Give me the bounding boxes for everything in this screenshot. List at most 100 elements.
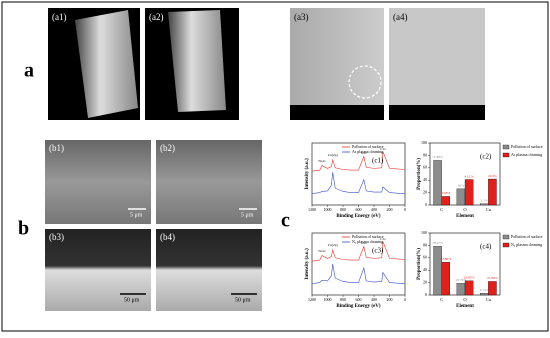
legend-swatch [502, 242, 510, 248]
sem-image [290, 8, 384, 120]
sem-image [389, 8, 485, 120]
x-tick-label: O [463, 207, 467, 212]
legend-label: Ar plasma cleaning [511, 152, 542, 157]
legend-swatch [502, 234, 510, 240]
panel-label: (a1) [52, 12, 67, 22]
peak-label: Cu(2p) [328, 243, 339, 247]
legend-label: N₂ plasma cleaning [511, 242, 542, 247]
x-tick-label: 600 [356, 207, 362, 212]
spectrum-line [311, 241, 406, 262]
y-tick-label: 40 [423, 267, 427, 272]
x-tick-label: 1200 [308, 297, 316, 302]
x-tick-label: C [440, 207, 443, 212]
x-tick-label: 1200 [308, 207, 316, 212]
panel-label: (a4) [393, 12, 408, 22]
y-tick-label: 100 [421, 140, 427, 145]
row-label: b [18, 218, 29, 240]
y-tick-label: 0 [425, 202, 427, 207]
legend-label: Pollution of surface [352, 234, 384, 239]
value-label: 13.8% [441, 191, 450, 195]
scale-label: 50 μm [124, 297, 140, 303]
scale-label: 50 μm [235, 297, 251, 303]
legend-label: Pollution of surface [511, 144, 543, 149]
x-tick-label: Cu [486, 297, 492, 302]
panel-label: (c3) [372, 247, 384, 255]
peak-label: Na1s [318, 249, 326, 253]
value-label: 52.86% [440, 257, 451, 261]
x-tick-label: 1000 [324, 207, 332, 212]
bar [433, 160, 442, 206]
value-label: 18.79% [456, 278, 467, 282]
panel-label: (c2) [480, 153, 492, 161]
value-label: 71.88% [432, 155, 443, 159]
bar [480, 293, 489, 296]
bar [441, 262, 450, 296]
value-label: 26% [458, 184, 465, 188]
y-tick-label: 80 [423, 152, 427, 157]
spectrum-line [311, 151, 406, 172]
panel-label: (b2) [160, 143, 175, 153]
x-tick-label: 0 [404, 297, 406, 302]
y-tick-label: 0 [425, 292, 427, 297]
sem-image [290, 105, 384, 120]
panel-label: (b1) [49, 143, 64, 153]
legend-label: Ar plasma cleaning [352, 149, 383, 154]
y-tick-label: 100 [421, 230, 427, 235]
bar [488, 281, 497, 296]
value-label: 41.9% [488, 174, 497, 178]
x-tick-label: 600 [356, 297, 362, 302]
highlight-circle [348, 65, 382, 99]
sem-image [156, 229, 262, 311]
legend-label: N₂ plasma cleaning [352, 239, 383, 244]
x-axis-label: Binding Energy (eV) [336, 304, 381, 309]
value-label: 2.1% [481, 198, 488, 202]
legend-label: Pollution of surface [511, 234, 543, 239]
value-label: 41.1% [465, 174, 474, 178]
y-tick-label: 60 [423, 165, 427, 170]
x-tick-label: 200 [387, 297, 393, 302]
bar [456, 283, 466, 296]
sem-image [156, 140, 262, 224]
sem-image [168, 10, 226, 112]
scale-label: 5 μm [241, 212, 254, 218]
x-tick-label: 400 [371, 207, 377, 212]
y-axis-label: Intensity (a.u.) [305, 158, 310, 190]
legend-swatch [502, 144, 510, 150]
bar [433, 246, 442, 296]
x-tick-label: Cu [486, 207, 492, 212]
value-label: 78.47% [432, 241, 443, 245]
row-label: c [281, 210, 290, 232]
frame [1, 1, 549, 332]
spectrum-line [311, 172, 406, 195]
sem-image [45, 140, 151, 224]
x-tick-label: 0 [404, 207, 406, 212]
x-tick-label: 400 [371, 297, 377, 302]
x-axis-label: Binding Energy (eV) [336, 214, 381, 219]
x-axis-label: Element [456, 304, 474, 309]
x-tick-label: 200 [387, 207, 393, 212]
peak-label: O1s [361, 151, 367, 155]
x-tick-label: 800 [340, 207, 346, 212]
bar [441, 196, 450, 206]
peak-label: C1s [380, 147, 386, 151]
y-axis-label: Proportion(%) [417, 248, 422, 280]
peak-label: Na1s [318, 159, 326, 163]
x-axis-label: Element [456, 214, 474, 219]
bar [464, 280, 474, 296]
x-tick-label: 1000 [324, 297, 332, 302]
panel-label: (a3) [294, 12, 309, 22]
x-tick-label: O [463, 297, 467, 302]
bar [488, 178, 497, 206]
legend-swatch [502, 152, 510, 158]
row-label: a [24, 60, 34, 82]
spectrum-line [311, 263, 406, 285]
panel-label: (c1) [372, 157, 384, 165]
y-tick-label: 20 [423, 190, 427, 195]
bar [456, 188, 466, 206]
peak-label: Cu(2p) [328, 153, 339, 157]
sem-image [75, 10, 138, 118]
value-label: 22.85% [464, 276, 475, 280]
peak-label: O1s [361, 241, 367, 245]
y-tick-label: 60 [423, 255, 427, 260]
